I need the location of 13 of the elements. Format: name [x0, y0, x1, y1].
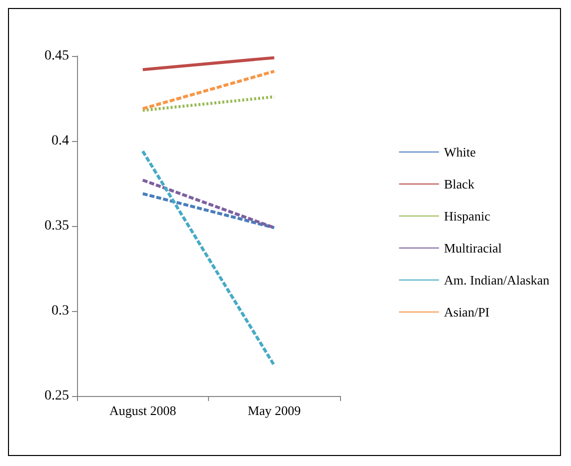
- legend-label: Multiracial: [444, 240, 502, 256]
- legend-label: Black: [444, 176, 475, 192]
- y-tick-label: 0.25: [44, 388, 69, 404]
- legend-label: Asian/PI: [444, 304, 490, 320]
- y-tick-label: 0.4: [52, 134, 69, 148]
- legend-label: Am. Indian/Alaskan: [444, 272, 550, 288]
- x-tick-label: August 2008: [109, 403, 176, 418]
- y-tick-label: 0.3: [52, 304, 69, 318]
- y-tick-label: 0.35: [44, 218, 69, 234]
- x-tick-label: May 2009: [248, 403, 301, 418]
- y-tick-label: 0.45: [44, 48, 69, 64]
- legend-label: Hispanic: [444, 208, 490, 224]
- legend-label: White: [444, 144, 476, 160]
